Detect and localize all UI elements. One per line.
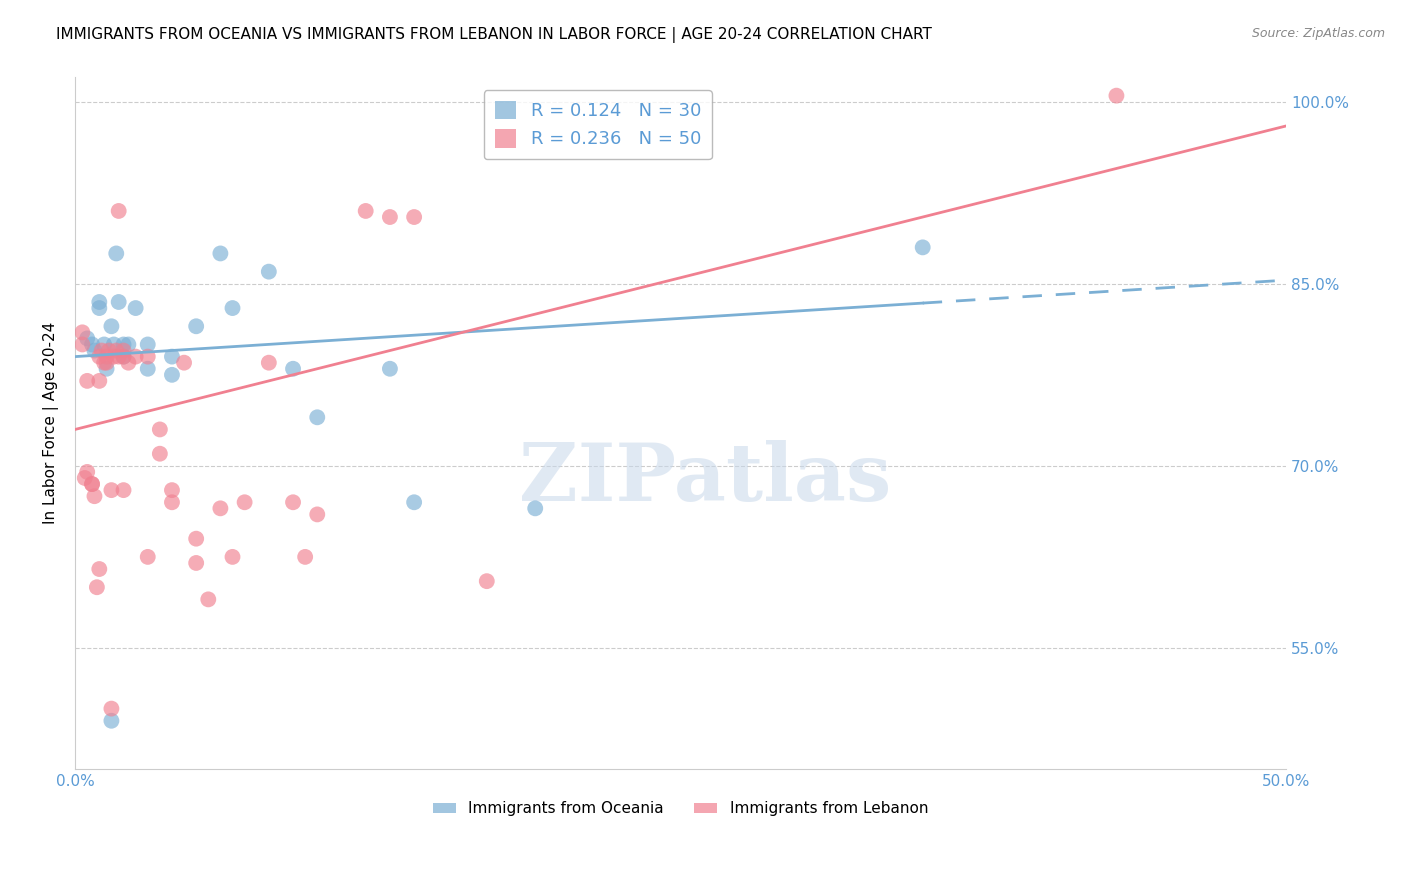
Point (378, 210, 401, 224)
Point (221, 301, 243, 315)
Point (136, 361, 159, 376)
Point (107, 203, 129, 218)
Point (103, 350, 125, 364)
Point (100, 319, 122, 334)
Point (136, 350, 159, 364)
Text: ZIPatlas: ZIPatlas (519, 440, 891, 517)
Point (86, 580, 108, 594)
Point (83, 343, 105, 358)
Point (72, 326, 94, 340)
Point (90, 343, 112, 358)
Point (281, 495, 304, 509)
Point (1105, 88, 1128, 103)
Point (72, 337, 94, 351)
Point (307, 410, 329, 425)
Point (103, 337, 125, 351)
Point (209, 501, 232, 516)
Point (524, 501, 547, 516)
Point (89, 562, 111, 576)
Point (186, 556, 208, 570)
Point (96, 361, 118, 376)
Point (378, 361, 401, 376)
Legend: Immigrants from Oceania, Immigrants from Lebanon: Immigrants from Oceania, Immigrants from… (426, 794, 935, 824)
Point (76, 374, 98, 388)
Point (136, 337, 159, 351)
Point (83, 489, 105, 503)
Point (112, 337, 135, 351)
Point (307, 508, 329, 522)
Point (124, 350, 146, 364)
Y-axis label: In Labor Force | Age 20-24: In Labor Force | Age 20-24 (44, 322, 59, 524)
Point (136, 549, 159, 564)
Point (149, 447, 172, 461)
Point (294, 549, 316, 564)
Point (160, 495, 183, 509)
Point (197, 592, 219, 607)
Point (100, 701, 122, 715)
Point (186, 319, 208, 334)
Point (911, 240, 934, 254)
Point (160, 350, 183, 364)
Point (186, 532, 208, 546)
Point (173, 356, 195, 370)
Point (80, 477, 103, 491)
Point (124, 301, 146, 315)
Point (100, 714, 122, 728)
Point (117, 337, 139, 351)
Point (160, 483, 183, 497)
Point (475, 574, 498, 589)
Point (100, 483, 122, 497)
Text: IMMIGRANTS FROM OCEANIA VS IMMIGRANTS FROM LEBANON IN LABOR FORCE | AGE 20-24 CO: IMMIGRANTS FROM OCEANIA VS IMMIGRANTS FR… (56, 27, 932, 43)
Point (89, 374, 111, 388)
Point (404, 210, 426, 224)
Point (93, 337, 115, 351)
Point (257, 265, 280, 279)
Point (281, 361, 304, 376)
Point (76, 331, 98, 345)
Point (96, 356, 118, 370)
Point (112, 350, 135, 364)
Point (80, 477, 103, 491)
Point (257, 356, 280, 370)
Point (105, 343, 128, 358)
Point (89, 295, 111, 310)
Point (221, 549, 243, 564)
Point (107, 350, 129, 364)
Point (98, 343, 121, 358)
Point (89, 301, 111, 315)
Text: Source: ZipAtlas.com: Source: ZipAtlas.com (1251, 27, 1385, 40)
Point (93, 356, 115, 370)
Point (73, 471, 96, 485)
Point (149, 422, 172, 436)
Point (76, 465, 98, 479)
Point (105, 246, 128, 260)
Point (96, 350, 118, 364)
Point (354, 203, 377, 218)
Point (117, 356, 139, 370)
Point (112, 350, 135, 364)
Point (112, 343, 135, 358)
Point (404, 495, 426, 509)
Point (112, 483, 135, 497)
Point (233, 495, 256, 509)
Point (160, 368, 183, 382)
Point (107, 295, 129, 310)
Point (209, 246, 232, 260)
Point (89, 350, 111, 364)
Point (80, 337, 103, 351)
